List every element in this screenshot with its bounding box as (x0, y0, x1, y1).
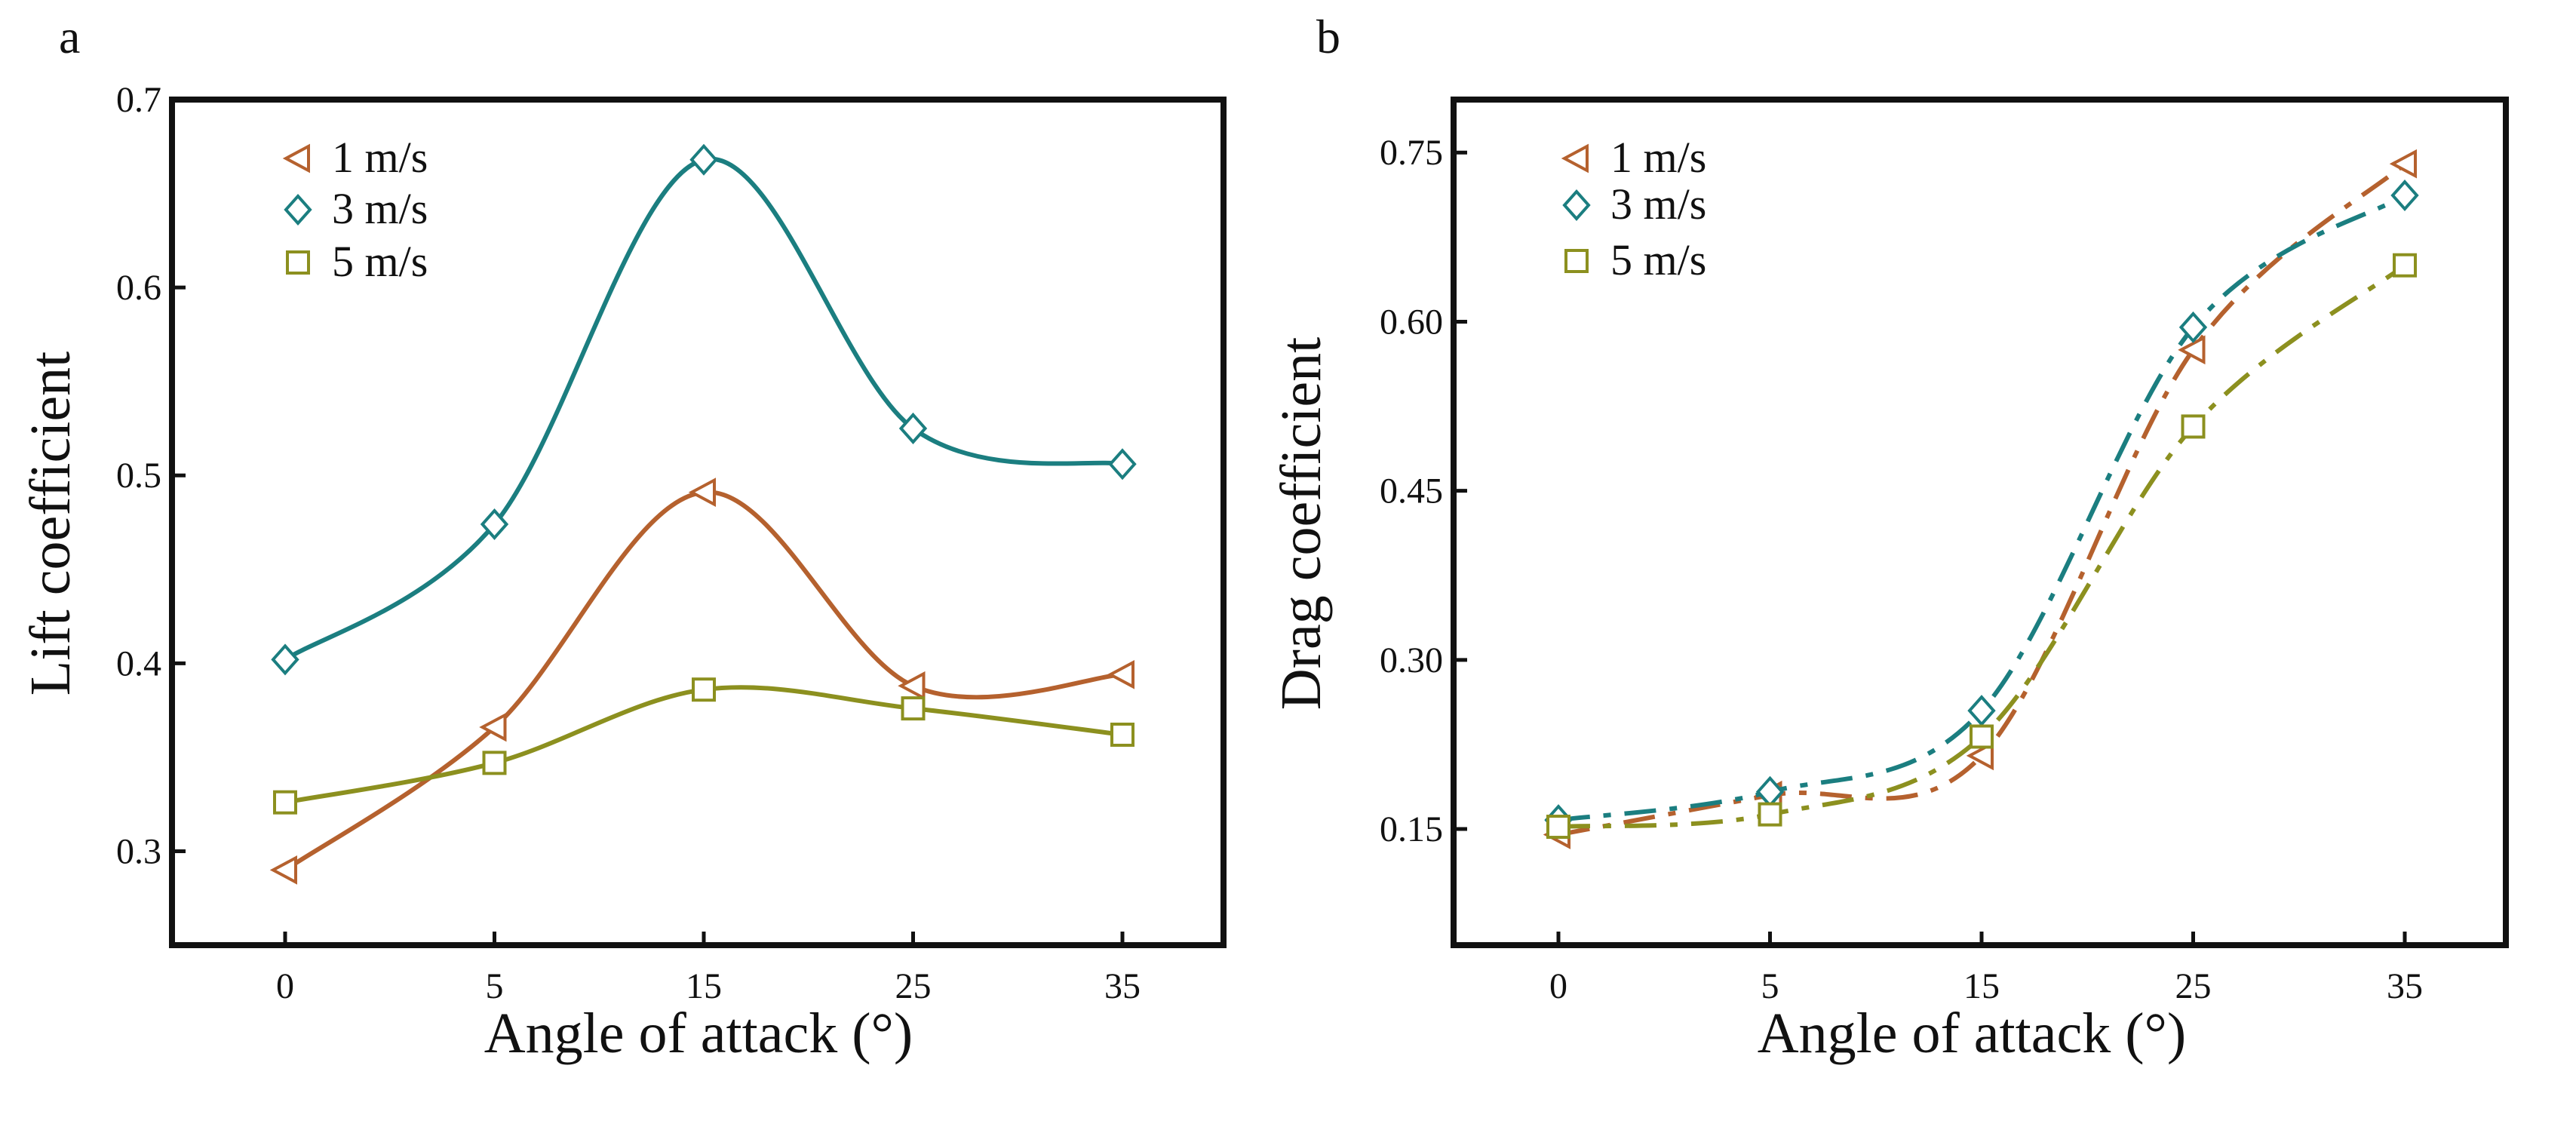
data-point (2181, 414, 2206, 439)
data-point (2178, 335, 2206, 365)
data-point (688, 477, 716, 507)
x-tick-label: 25 (895, 966, 932, 1006)
y-tick-label: 0.5 (116, 456, 161, 496)
data-point (1758, 802, 1782, 827)
data-point (1107, 659, 1134, 689)
x-tick-label: 25 (2175, 966, 2212, 1006)
series-line-5ms (284, 685, 1123, 805)
data-point (1108, 448, 1137, 480)
plot-frame (169, 97, 1227, 948)
legend-marker (1562, 189, 1591, 222)
y-axis-title-b: Drag coefficient (1270, 337, 1333, 710)
panel-label-a: a (59, 10, 80, 63)
legend-label: 5 m/s (332, 237, 428, 286)
legend-label: 3 m/s (1610, 180, 1706, 229)
legend-marker (286, 250, 310, 275)
legend-label: 5 m/s (1610, 235, 1706, 284)
x-tick-label: 0 (1549, 966, 1567, 1006)
y-tick-label: 0.3 (116, 831, 161, 871)
series-line-3ms (1558, 193, 2406, 823)
y-tick-label: 0.6 (116, 268, 161, 308)
x-tick-label: 5 (1761, 966, 1779, 1006)
x-tick-label: 0 (276, 966, 294, 1006)
series-line-3ms (284, 156, 1123, 662)
data-point (273, 790, 297, 815)
legend-marker (1561, 143, 1589, 173)
data-point (1967, 695, 1996, 727)
data-point (480, 508, 509, 541)
data-point (482, 751, 507, 775)
data-point (1110, 722, 1134, 747)
data-point (2178, 311, 2208, 343)
x-axis-title-b: Angle of attack (°) (1758, 1002, 2186, 1065)
data-point (898, 671, 926, 701)
data-point (271, 643, 299, 676)
y-tick-label: 0.4 (116, 643, 161, 683)
x-tick-label: 35 (1104, 966, 1141, 1006)
data-point (689, 143, 718, 176)
panel-a-lift: a Lift coefficient Angle of attack (°) 0… (19, 10, 1227, 1065)
data-point (2390, 180, 2419, 212)
legend-marker (284, 193, 312, 226)
data-point (269, 855, 297, 885)
x-axis-title-a: Angle of attack (°) (484, 1002, 913, 1065)
data-point (2393, 253, 2417, 278)
legend-marker (282, 143, 310, 173)
x-tick-label: 15 (686, 966, 722, 1006)
y-tick-label: 0.45 (1380, 471, 1443, 511)
series-line-5ms (1558, 263, 2406, 830)
y-tick-label: 0.15 (1380, 809, 1443, 849)
x-tick-label: 35 (2387, 966, 2423, 1006)
y-axis-title-a: Lift coefficient (19, 352, 82, 695)
data-point (2389, 149, 2417, 179)
legend-marker (1564, 249, 1589, 273)
legend-label: 1 m/s (1610, 133, 1706, 182)
data-point (479, 712, 507, 742)
data-point (692, 677, 716, 702)
panel-label-b: b (1316, 10, 1340, 63)
y-tick-label: 0.75 (1380, 133, 1443, 173)
y-tick-label: 0.60 (1380, 302, 1443, 342)
legend-label: 1 m/s (332, 133, 428, 182)
data-point (1546, 815, 1570, 840)
data-point (898, 412, 928, 444)
data-point (1970, 724, 1994, 749)
x-tick-label: 5 (486, 966, 504, 1006)
legend-label: 3 m/s (332, 184, 428, 233)
x-tick-label: 15 (1963, 966, 2000, 1006)
data-point (901, 696, 926, 721)
y-tick-label: 0.30 (1380, 640, 1443, 680)
panel-b-drag: b Drag coefficient Angle of attack (°) 0… (1270, 10, 2509, 1065)
y-tick-label: 0.7 (116, 80, 161, 120)
data-point (1966, 741, 1994, 771)
series-line-1ms (1558, 161, 2406, 837)
